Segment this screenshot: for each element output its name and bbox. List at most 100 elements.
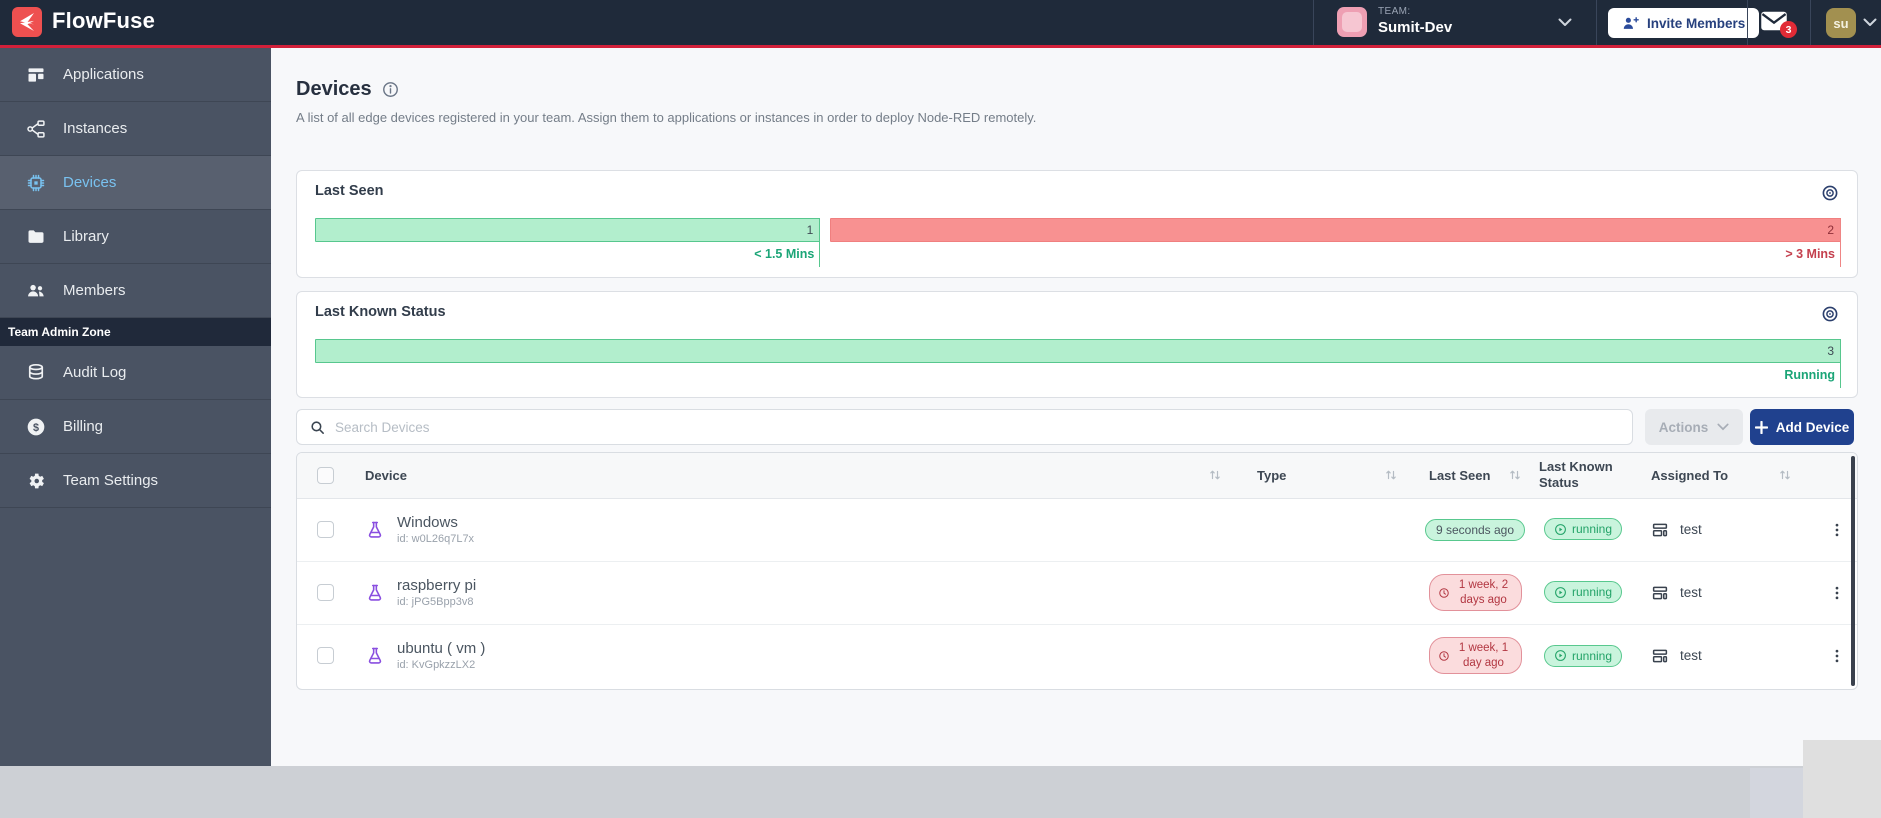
assigned-to[interactable]: test: [1680, 648, 1702, 664]
row-menu-kebab-icon[interactable]: [1828, 584, 1846, 602]
user-plus-icon: [1622, 15, 1639, 32]
play-circle-icon: [1554, 586, 1567, 599]
flask-icon: [365, 520, 385, 540]
last-seen-badge: 9 seconds ago: [1424, 518, 1526, 541]
sidebar-item-instances[interactable]: Instances: [0, 102, 271, 156]
invite-members-label: Invite Members: [1647, 15, 1746, 31]
sort-icon[interactable]: [1385, 469, 1397, 481]
team-avatar: [1337, 7, 1367, 37]
last-seen-panel: Last Seen 1 < 1.5 Mins 2 > 3 Mins: [296, 170, 1858, 278]
sidebar-item-library[interactable]: Library: [0, 210, 271, 264]
members-icon: [26, 281, 46, 301]
instances-icon: [26, 119, 46, 139]
sidebar-navigation: Applications Instances Devices: [0, 48, 271, 766]
column-header-status: Last Known Status: [1539, 459, 1613, 491]
device-name: ubuntu ( vm ): [397, 640, 486, 658]
play-circle-icon: [1554, 523, 1567, 536]
add-device-label: Add Device: [1775, 419, 1850, 435]
flask-icon: [365, 646, 385, 666]
last-seen-title: Last Seen: [315, 183, 384, 199]
sidebar-item-audit-log[interactable]: Audit Log: [0, 346, 271, 400]
assigned-to[interactable]: test: [1680, 522, 1702, 537]
last-known-status-panel: Last Known Status 3 Running: [296, 291, 1858, 398]
last-seen-bar-chart: 1 < 1.5 Mins 2 > 3 Mins: [315, 218, 1841, 267]
status-bar-chart: 3 Running: [315, 339, 1841, 388]
notification-badge: 3: [1780, 21, 1797, 38]
applications-icon: [26, 65, 46, 85]
row-menu-kebab-icon[interactable]: [1828, 647, 1846, 665]
chevron-down-icon: [1717, 423, 1729, 431]
sidebar-item-devices[interactable]: Devices: [0, 156, 271, 210]
page-subtitle: A list of all edge devices registered in…: [296, 110, 1037, 125]
plus-icon: [1754, 420, 1768, 434]
sidebar-item-team-settings[interactable]: Team Settings: [0, 454, 271, 508]
device-type-cell: [1229, 561, 1419, 624]
row-menu-kebab-icon[interactable]: [1828, 521, 1846, 539]
sort-icon[interactable]: [1779, 469, 1791, 481]
sort-icon[interactable]: [1509, 469, 1521, 481]
flowfuse-logo-icon[interactable]: [12, 7, 42, 37]
last-known-status-title: Last Known Status: [315, 304, 446, 320]
row-checkbox[interactable]: [317, 521, 334, 538]
sidebar-item-label: Team Settings: [63, 472, 159, 489]
actions-label: Actions: [1658, 419, 1709, 435]
sidebar-item-applications[interactable]: Applications: [0, 48, 271, 102]
database-icon: [26, 363, 46, 383]
topbar-divider: [1596, 0, 1597, 45]
device-id: id: KvGpkzzLX2: [397, 659, 476, 672]
status-badge: running: [1543, 581, 1623, 604]
device-id: id: w0L26q7L7x: [397, 533, 475, 545]
table-toolbar: Actions Add Device: [296, 409, 1858, 445]
invite-members-button[interactable]: Invite Members: [1608, 8, 1760, 38]
column-header-assigned: Assigned To: [1651, 467, 1729, 483]
svg-text:$: $: [33, 421, 39, 433]
chevron-down-icon[interactable]: [1863, 18, 1877, 27]
row-checkbox[interactable]: [317, 647, 334, 665]
info-icon[interactable]: [382, 81, 399, 98]
table-scrollbar[interactable]: [1851, 456, 1855, 686]
sidebar-item-label: Members: [63, 282, 126, 299]
folder-icon: [26, 227, 46, 247]
table-row[interactable]: ubuntu ( vm ) id: KvGpkzzLX2 1 week, 1 d…: [297, 624, 1858, 687]
column-header-last-seen: Last Seen: [1429, 467, 1491, 483]
chevron-down-icon: [1558, 18, 1572, 27]
status-badge: running: [1543, 644, 1623, 667]
sidebar-item-label: Billing: [63, 418, 104, 435]
main-content: Devices A list of all edge devices regis…: [271, 48, 1881, 766]
application-icon: [1651, 647, 1669, 665]
sidebar-item-members[interactable]: Members: [0, 264, 271, 318]
add-device-button[interactable]: Add Device: [1750, 409, 1854, 445]
column-header-device: Device: [365, 467, 407, 483]
device-type-cell: [1229, 624, 1419, 687]
device-name: Windows: [397, 514, 458, 531]
table-row[interactable]: Windows id: w0L26q7L7x 9 seconds ago run…: [297, 498, 1857, 561]
dollar-circle-icon: $: [26, 417, 46, 437]
bar-count: 1: [315, 218, 821, 242]
select-all-checkbox[interactable]: [317, 466, 334, 484]
brand-title[interactable]: FlowFuse: [52, 8, 156, 33]
status-badge: running: [1543, 518, 1623, 541]
sort-icon[interactable]: [1209, 469, 1221, 481]
eye-icon[interactable]: [1819, 302, 1843, 326]
search-icon: [309, 419, 326, 436]
team-label: TEAM:: [1378, 6, 1411, 17]
user-avatar[interactable]: su: [1826, 8, 1856, 38]
table-row[interactable]: raspberry pi id: jPG5Bpp3v8 1 week, 2 da…: [297, 561, 1857, 624]
topbar-divider: [1313, 0, 1314, 45]
assigned-to[interactable]: test: [1680, 585, 1702, 600]
actions-button[interactable]: Actions: [1645, 409, 1743, 445]
scroll-corner-box: [1803, 740, 1881, 818]
bar-label: < 1.5 Mins: [754, 247, 815, 261]
eye-icon[interactable]: [1819, 181, 1843, 205]
team-name: Sumit-Dev: [1378, 19, 1453, 36]
flask-icon: [365, 583, 385, 603]
application-icon: [1651, 584, 1669, 602]
team-selector[interactable]: TEAM: Sumit-Dev: [1325, 0, 1580, 45]
row-checkbox[interactable]: [317, 584, 334, 601]
sidebar-item-billing[interactable]: $ Billing: [0, 400, 271, 454]
search-input[interactable]: [335, 419, 1632, 435]
column-header-type: Type: [1257, 467, 1287, 483]
accent-line: [0, 45, 1881, 48]
devices-table: Device Type Last Seen: [297, 453, 1858, 687]
bar-count: 3: [315, 339, 1841, 363]
